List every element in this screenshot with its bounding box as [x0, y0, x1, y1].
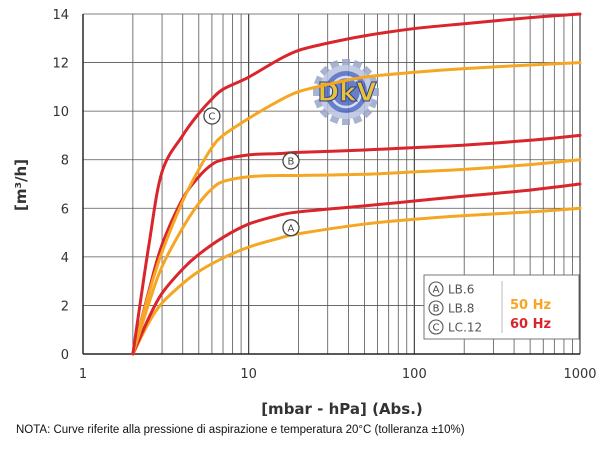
curve-marker-letter: A — [288, 223, 295, 234]
y-tick-label: 12 — [52, 57, 69, 72]
legend-item-a: A LB.6 — [428, 281, 474, 297]
legend-item-b: B LB.8 — [428, 300, 474, 316]
footnote: NOTA: Curve riferite alla pressione di a… — [16, 424, 465, 436]
legend-box — [423, 274, 580, 340]
curve-marker-letter: B — [288, 157, 295, 168]
curve-marker-c: C — [203, 107, 221, 125]
legend-letter-circle — [428, 300, 444, 316]
legend-letter: A — [433, 285, 440, 296]
legend-model-name: LC.12 — [448, 321, 482, 335]
watermark-text: DkV — [318, 78, 377, 108]
series-line-a-50hz — [131, 206, 582, 356]
x-tick-label: 10 — [240, 367, 257, 382]
legend-letter: B — [433, 304, 440, 315]
curve-marker-circle — [203, 107, 221, 125]
series-line-b-50hz — [131, 158, 582, 356]
y-tick-label: 0 — [61, 348, 69, 363]
legend-item-c: C LC.12 — [428, 319, 482, 335]
tick-labels: 0 2 4 6 8 10 12 14 1 10 100 1000 — [52, 8, 596, 382]
curve-marker-letter: C — [208, 112, 215, 123]
legend-letter-circle — [428, 319, 444, 335]
legend-letter: C — [433, 323, 440, 334]
y-tick-label: 14 — [52, 8, 69, 23]
legend-freq-0: 50 Hz — [510, 298, 551, 313]
legend: A LB.6 B LB.8 C LC.12 50 Hz 60 Hz — [423, 274, 580, 340]
series-line-c-50hz — [131, 61, 582, 356]
x-tick-label: 100 — [402, 367, 427, 382]
curve-marker-a: A — [282, 219, 300, 237]
x-axis-label: [mbar - hPa] (Abs.) — [261, 400, 423, 418]
y-tick-label: 10 — [52, 105, 69, 120]
x-tick-label: 1000 — [563, 367, 596, 382]
curve-marker-circle — [282, 152, 300, 170]
series-line-c-60hz — [131, 12, 582, 356]
y-tick-label: 2 — [61, 299, 69, 314]
series-group — [131, 12, 582, 356]
y-tick-label: 4 — [61, 251, 69, 266]
series-line-a-60hz — [131, 182, 582, 356]
y-tick-label: 8 — [61, 154, 69, 169]
watermark-gear-tooth — [342, 59, 350, 69]
watermark-gear-tooth — [342, 115, 350, 125]
legend-freq-1: 60 Hz — [510, 317, 551, 332]
curve-marker-b: B — [282, 152, 300, 170]
curve-marker-circle — [282, 219, 300, 237]
y-tick-label: 6 — [61, 202, 69, 217]
curve-markers: C B A — [203, 107, 300, 237]
y-axis-label: [m³/h] — [12, 159, 30, 211]
x-tick-label: 1 — [79, 367, 87, 382]
series-line-b-60hz — [131, 133, 582, 356]
legend-letter-circle — [428, 281, 444, 297]
legend-model-name: LB.6 — [448, 283, 474, 297]
watermark-ring — [329, 75, 363, 109]
legend-model-name: LB.8 — [448, 302, 474, 316]
watermark-logo: DkV — [313, 59, 379, 125]
